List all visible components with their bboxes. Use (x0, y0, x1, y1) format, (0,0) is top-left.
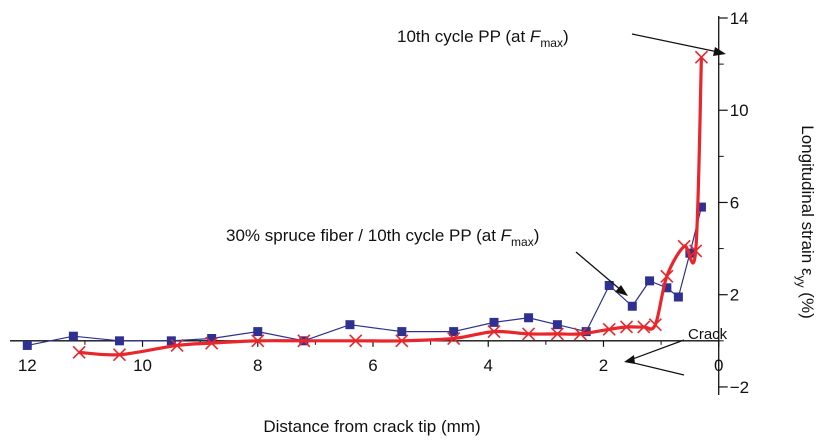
spruce-data-point (166, 336, 176, 346)
crack-arrowhead (624, 355, 635, 364)
spruce-data-point (604, 280, 614, 290)
pp-data-point (395, 334, 409, 348)
spruce-data-point (696, 202, 706, 212)
spruce-data-point (552, 320, 562, 330)
crack-arrow-upper (629, 339, 685, 361)
x-tick-label: 2 (599, 356, 608, 375)
spruce-data-point (662, 283, 672, 293)
pp-data-point (660, 269, 674, 283)
x-axis-ticks: 12 10 8 6 4 2 0 (18, 340, 723, 375)
pp-data-point (72, 345, 86, 359)
spruce-data-point (645, 276, 655, 286)
y-tick-label: 2 (730, 286, 739, 305)
y-axis-ticks: −2 2 6 10 14 (718, 9, 749, 397)
spruce-series-annotation: 30% spruce fiber / 10th cycle PP (at Fma… (226, 226, 539, 249)
pp-data-point (602, 322, 616, 336)
y-tick-label: −2 (730, 378, 749, 397)
pp-annotation-arrow (631, 33, 719, 53)
pp-series-annotation: 10th cycle PP (at Fmax) (397, 27, 569, 50)
pp-data-point (694, 50, 708, 64)
spruce-data-point (489, 317, 499, 327)
x-tick-label: 10 (133, 356, 152, 375)
pp-data-point (297, 334, 311, 348)
pp-data-point (677, 239, 691, 253)
x-tick-label: 0 (714, 356, 723, 375)
spruce-data-point (22, 340, 32, 350)
spruce-data-point (345, 320, 355, 330)
crack-annotation: Crack (688, 326, 728, 343)
spruce-data-point (253, 327, 263, 337)
x-tick-label: 12 (18, 356, 37, 375)
spruce-data-point (68, 331, 78, 341)
pp-data-point (251, 334, 265, 348)
spruce-data-point (627, 301, 637, 311)
x-tick-label: 8 (253, 356, 262, 375)
pp-data-point (487, 325, 501, 339)
pp-data-point (689, 244, 703, 258)
annotations: 10th cycle PP (at Fmax) 30% spruce fiber… (226, 27, 728, 376)
y-axis-title: Longitudinal strain εyy (%) (794, 125, 817, 318)
pp-data-point (205, 336, 219, 350)
pp-data-point (349, 334, 363, 348)
pp-annotation-arrowhead (713, 47, 726, 56)
pp-data-point (112, 348, 127, 362)
pp-data-point (648, 318, 662, 332)
x-tick-label: 6 (368, 356, 377, 375)
pp-data-point (447, 331, 461, 346)
spruce-data-point (397, 327, 407, 337)
spruce-data-point (673, 292, 683, 302)
pp-data-point (550, 327, 564, 341)
pp-data-point (619, 320, 634, 334)
plot-series (22, 50, 708, 362)
axes: 12 10 8 6 4 2 0 −2 2 6 10 14 (10, 9, 749, 397)
spruce-data-point (207, 334, 217, 344)
spruce-data-point (449, 327, 459, 337)
pp-series-line (79, 57, 704, 357)
spruce-data-point (114, 336, 124, 346)
x-axis-title: Distance from crack tip (mm) (263, 417, 480, 436)
pp-data-point (522, 327, 536, 341)
crack-arrow-lower (629, 361, 685, 376)
y-tick-label: 14 (730, 9, 749, 28)
spruce-series (22, 202, 706, 350)
x-tick-label: 4 (484, 356, 493, 375)
y-tick-label: 6 (730, 193, 739, 212)
spruce-annotation-arrow (575, 251, 623, 292)
spruce-annotation-arrowhead (615, 285, 628, 296)
y-tick-label: 10 (730, 101, 749, 120)
pp-data-point (573, 327, 587, 341)
pp-data-point (637, 320, 651, 334)
spruce-data-point (524, 313, 534, 323)
pp-series (72, 50, 708, 362)
pp-data-point (170, 338, 184, 353)
